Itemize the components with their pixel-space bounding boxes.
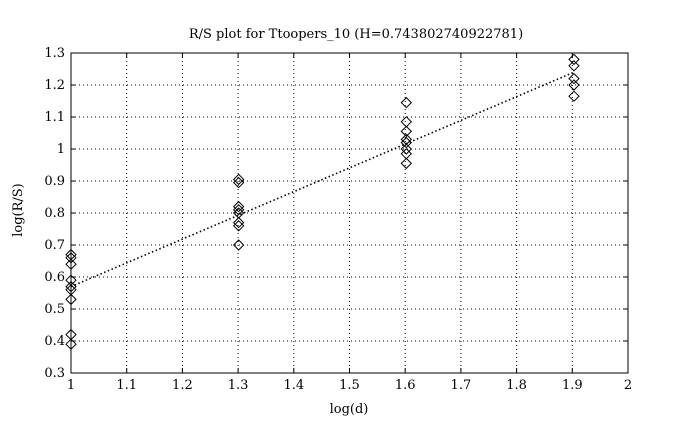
data-point: [232, 216, 245, 229]
data-point: [400, 136, 413, 149]
x-tick-label: 1: [67, 378, 75, 393]
y-tick-label: 0.3: [44, 366, 65, 381]
x-tick-label: 1.2: [172, 378, 193, 393]
y-tick-label: 0.9: [44, 174, 65, 189]
data-point: [568, 53, 580, 66]
data-point: [232, 200, 245, 213]
data-point: [232, 239, 245, 251]
y-axis-title: log(R/S): [11, 183, 26, 237]
y-tick-label: 1.2: [44, 78, 65, 93]
data-point: [568, 79, 580, 91]
y-tick-label: 1: [57, 142, 65, 157]
data-point: [65, 280, 77, 293]
x-tick-label: 1.7: [451, 378, 472, 393]
data-point: [568, 90, 580, 102]
data-point: [65, 338, 77, 350]
data-point: [568, 60, 580, 72]
fit-line: [70, 71, 575, 288]
data-point: [232, 176, 245, 189]
data-point: [65, 293, 77, 306]
y-tick-label: 0.7: [44, 238, 65, 253]
x-tick-label: 1.5: [339, 378, 360, 393]
data-point: [400, 116, 413, 128]
x-tick-label: 1.1: [116, 378, 137, 393]
data-point: [65, 252, 77, 264]
x-tick-label: 1.6: [395, 378, 416, 393]
x-tick-label: 1.4: [283, 378, 304, 393]
x-axis-title: log(d): [330, 402, 369, 417]
y-tick-label: 1.1: [44, 110, 65, 125]
data-point: [400, 125, 413, 138]
x-tick-label: 2: [624, 378, 632, 393]
data-point: [65, 258, 77, 270]
x-tick-labels: 1 1.1 1.2 1.3 1.4 1.5 1.6 1.7 1.8 1.9 2: [67, 378, 632, 393]
y-tick-label: 0.4: [44, 334, 65, 349]
y-tick-label: 0.8: [44, 206, 65, 221]
y-tick-label: 0.5: [44, 302, 65, 317]
y-tick-label: 0.6: [44, 270, 65, 285]
chart-title: R/S plot for Ttoopers_10 (H=0.7438027409…: [189, 27, 523, 42]
y-tick-labels: 0.3 0.4 0.5 0.6 0.7 0.8 0.9 1 1.1 1.2 1.3: [44, 46, 65, 381]
data-point: [568, 72, 580, 85]
data-point: [400, 143, 413, 155]
data-point: [232, 173, 245, 186]
x-tick-label: 1.3: [228, 378, 249, 393]
y-tick-label: 1.3: [44, 46, 65, 61]
data-point: [400, 157, 413, 170]
data-series: [65, 53, 580, 350]
data-point: [232, 220, 245, 232]
data-point: [232, 204, 245, 216]
grid-lines: [71, 53, 628, 373]
data-point: [400, 96, 413, 109]
x-tick-label: 1.9: [562, 378, 583, 393]
x-tick-label: 1.8: [506, 378, 527, 393]
